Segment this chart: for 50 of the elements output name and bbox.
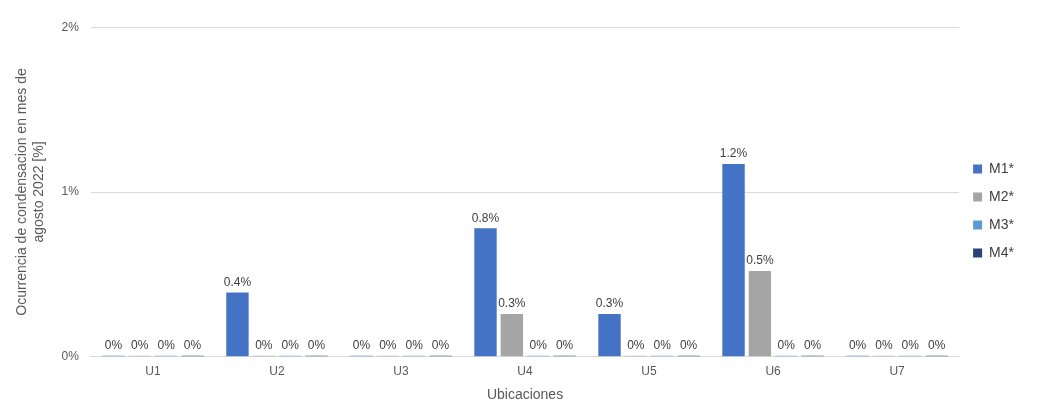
data-label: 0%	[157, 338, 176, 353]
data-label: 0%	[431, 338, 450, 353]
x-tick-label: U1	[145, 364, 161, 379]
bar	[226, 292, 249, 357]
y-tick-label: 0%	[61, 349, 80, 364]
data-label: 0%	[379, 338, 397, 353]
x-tick-label: U6	[765, 364, 782, 379]
y-tick-label: 1%	[61, 184, 80, 199]
data-label: 0%	[803, 338, 822, 353]
data-label: 0%	[627, 338, 645, 353]
data-label: 0%	[875, 338, 893, 353]
y-tick-label: 2%	[61, 19, 80, 34]
x-tick-label: U4	[517, 364, 534, 379]
bar	[598, 313, 621, 357]
bar	[748, 271, 772, 357]
x-axis-title: Ubicaciones	[486, 386, 564, 403]
data-label: 0%	[927, 338, 946, 353]
data-label: 0%	[405, 338, 424, 353]
data-label: 0.3%	[595, 296, 624, 311]
data-label: 0%	[777, 338, 796, 353]
data-label: 0%	[307, 338, 326, 353]
legend-label: M1*	[989, 159, 1015, 176]
x-tick-label: U2	[269, 364, 285, 379]
bar	[474, 228, 497, 357]
data-label: 0%	[679, 338, 698, 353]
data-label: 0%	[555, 338, 574, 353]
x-tick-label: U5	[641, 364, 658, 379]
y-axis-title: Ocurrencia de condensacion en mes de agosto 2022 [%]	[13, 68, 47, 316]
bar	[722, 163, 745, 357]
data-label: 0%	[848, 338, 867, 353]
data-label: 0%	[901, 338, 920, 353]
legend-label: M4*	[989, 243, 1015, 260]
data-label: 0%	[131, 338, 149, 353]
data-label: 0%	[653, 338, 672, 353]
data-label: 0%	[529, 338, 548, 353]
legend-label: M2*	[989, 187, 1015, 204]
x-tick-label: U7	[889, 364, 906, 379]
data-label: 1.2%	[719, 146, 748, 161]
data-label: 0%	[255, 338, 273, 353]
data-label: 0%	[104, 338, 123, 353]
legend-label: M3*	[989, 215, 1015, 232]
data-label: 0.5%	[746, 253, 774, 268]
data-label: 0.3%	[498, 296, 526, 311]
data-label: 0.8%	[471, 210, 500, 225]
bar	[500, 313, 524, 357]
data-label: 0.4%	[223, 274, 252, 289]
data-label: 0%	[352, 338, 371, 353]
data-label: 0%	[281, 338, 300, 353]
data-label: 0%	[183, 338, 202, 353]
x-tick-label: U3	[393, 364, 409, 379]
